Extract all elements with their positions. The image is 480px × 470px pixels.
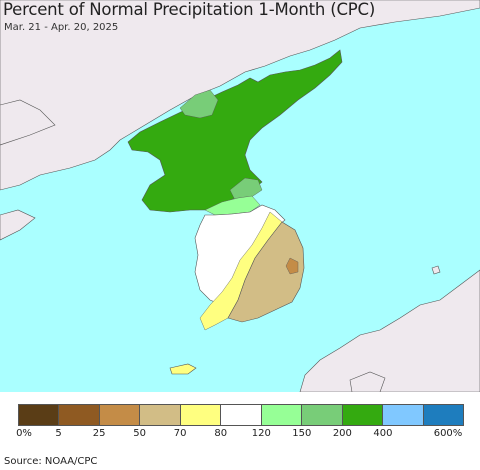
legend-swatch: [99, 405, 141, 425]
source-credit: Source: NOAA/CPC: [4, 456, 98, 467]
precipitation-map: [0, 0, 480, 392]
legend-tick-label: 5: [55, 428, 62, 439]
region-south-korea-80-120: [194, 204, 286, 306]
date-range: Mar. 21 - Apr. 20, 2025: [4, 22, 119, 33]
legend-swatch: [342, 405, 384, 425]
ocean: [0, 0, 480, 392]
legend-swatch: [261, 405, 303, 425]
legend-tick-label: 50: [133, 428, 146, 439]
region-jeju: [169, 363, 197, 375]
legend-swatch: [423, 405, 463, 425]
region-south-korea-70-80: [199, 211, 283, 331]
legend-tick-label: 80: [214, 428, 228, 439]
legend-tick-label: 0%: [16, 428, 32, 439]
legend-swatch: [19, 405, 60, 425]
legend-swatch: [180, 405, 222, 425]
region-south-korea-25-50: [285, 257, 299, 275]
legend-tick-label: 600%: [433, 428, 463, 439]
legend-tick-label: 25: [92, 428, 106, 439]
region-north-korea-200-400: [127, 49, 343, 213]
land-japan-islands: [349, 371, 386, 392]
region-east-150-200: [229, 177, 263, 201]
legend-tick-label: 200: [332, 428, 352, 439]
legend-swatch: [383, 405, 424, 425]
legend-swatch: [59, 405, 100, 425]
region-south-korea-50-70: [227, 221, 305, 323]
page-title: Percent of Normal Precipitation 1-Month …: [3, 0, 376, 19]
island-ulleung: [431, 265, 441, 275]
land-west-coast: [0, 209, 36, 241]
legend-ticks: 0% 5 25 50 70 80 120 150 200 400 600%: [0, 428, 480, 442]
legend-tick-label: 150: [292, 428, 312, 439]
region-120-150: [204, 195, 261, 216]
region-north-korea-150-200: [179, 89, 219, 119]
legend-tick-label: 120: [251, 428, 271, 439]
legend-swatch: [140, 405, 181, 425]
legend-tick-label: 70: [173, 428, 187, 439]
legend-swatch: [302, 405, 343, 425]
land-japan: [299, 269, 480, 392]
legend-bar: [18, 404, 464, 426]
legend-tick-label: 400: [373, 428, 393, 439]
land-peninsula-west: [0, 99, 56, 146]
legend-swatch: [221, 405, 262, 425]
